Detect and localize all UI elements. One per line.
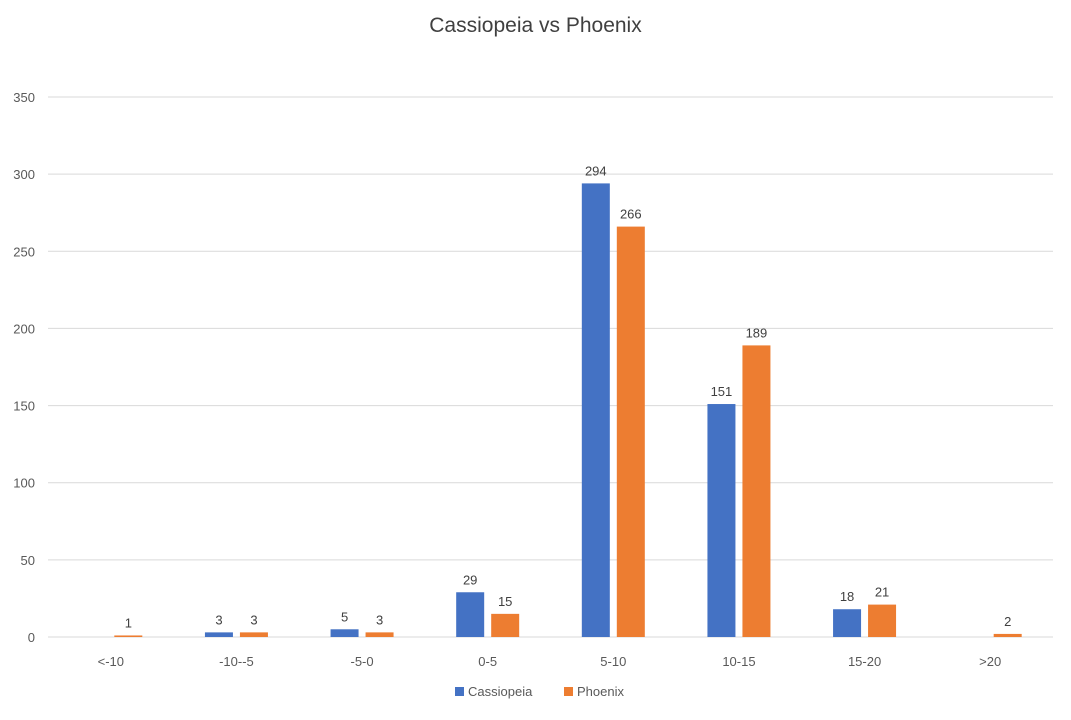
legend-swatch-cassiopeia — [455, 687, 464, 696]
data-label: 2 — [1004, 614, 1011, 629]
x-tick-label: 5-10 — [600, 654, 626, 669]
data-label: 5 — [341, 609, 348, 624]
data-label: 21 — [875, 585, 889, 600]
y-tick-label: 150 — [13, 399, 35, 414]
bar-cassiopeia-6 — [833, 609, 862, 637]
data-label: 15 — [498, 594, 512, 609]
legend-label: Cassiopeia — [468, 684, 533, 699]
bar-phoenix-1 — [239, 632, 268, 637]
bar-phoenix-0 — [114, 635, 143, 637]
data-label: 3 — [250, 612, 257, 627]
bar-phoenix-5 — [742, 345, 771, 637]
y-tick-label: 200 — [13, 321, 35, 336]
data-label: 294 — [585, 163, 607, 178]
data-label: 189 — [746, 325, 768, 340]
x-tick-label: <-10 — [98, 654, 124, 669]
data-label: 1 — [125, 615, 132, 630]
bar-phoenix-4 — [616, 226, 645, 637]
bar-phoenix-3 — [491, 613, 520, 637]
bar-phoenix-6 — [868, 604, 897, 637]
x-tick-label: -5-0 — [351, 654, 374, 669]
legend-swatch-phoenix — [564, 687, 573, 696]
bar-cassiopeia-2 — [330, 629, 359, 637]
x-tick-label: 0-5 — [478, 654, 497, 669]
x-tick-label: >20 — [979, 654, 1001, 669]
y-tick-label: 0 — [28, 630, 35, 645]
data-label: 29 — [463, 572, 477, 587]
bar-cassiopeia-4 — [581, 183, 610, 637]
y-tick-label: 300 — [13, 167, 35, 182]
x-tick-label: -10--5 — [219, 654, 254, 669]
y-tick-label: 100 — [13, 476, 35, 491]
data-label: 151 — [711, 384, 733, 399]
bar-phoenix-7 — [993, 633, 1022, 637]
data-label: 18 — [840, 589, 854, 604]
bar-cassiopeia-3 — [456, 592, 485, 637]
x-tick-label: 15-20 — [848, 654, 881, 669]
y-tick-label: 350 — [13, 90, 35, 105]
chart-title: Cassiopeia vs Phoenix — [429, 14, 642, 37]
x-tick-label: 10-15 — [722, 654, 755, 669]
data-label: 3 — [215, 612, 222, 627]
data-label: 3 — [376, 612, 383, 627]
y-tick-label: 50 — [21, 553, 35, 568]
bar-cassiopeia-5 — [707, 404, 736, 637]
data-label: 266 — [620, 207, 642, 222]
legend-label: Phoenix — [577, 684, 624, 699]
bar-cassiopeia-1 — [204, 632, 233, 637]
bar-phoenix-2 — [365, 632, 394, 637]
y-tick-label: 250 — [13, 244, 35, 259]
